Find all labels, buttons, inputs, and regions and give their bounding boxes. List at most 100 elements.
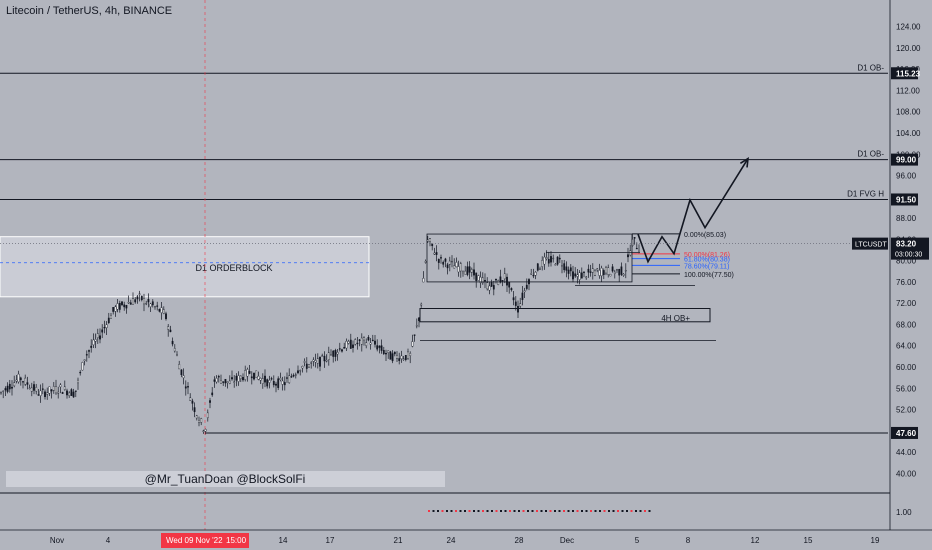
price-tick-label: 112.00: [896, 86, 920, 95]
price-tick-label: 72.00: [896, 299, 917, 308]
candle-body: [536, 263, 539, 271]
candle-body: [578, 272, 581, 280]
candle-body: [88, 350, 90, 352]
candle-body: [279, 378, 282, 381]
candle-body: [209, 400, 211, 403]
candle-body: [552, 257, 555, 260]
lower-pane-dot: [531, 510, 534, 512]
candle-body: [479, 276, 482, 284]
level-d1-fvg-h-value-label: 91.50: [896, 195, 917, 204]
candle-body: [547, 259, 550, 264]
candle-body: [143, 298, 145, 305]
candle-body: [470, 269, 473, 273]
candle-body: [110, 315, 112, 319]
lower-pane-dot: [482, 510, 484, 512]
candle-body: [11, 386, 13, 389]
candle-body: [389, 351, 392, 360]
projection-path[interactable]: [637, 158, 749, 264]
candle-body: [198, 420, 200, 423]
candle-body: [301, 366, 304, 369]
candle-body: [473, 269, 475, 276]
candle-body: [68, 392, 71, 396]
candle-body: [257, 375, 260, 380]
candle-body: [270, 378, 273, 380]
candle-body: [613, 271, 616, 274]
candle-body: [622, 273, 625, 276]
candle-body: [380, 345, 383, 351]
candle-body: [72, 391, 75, 398]
candle-body: [63, 386, 66, 390]
candle-body: [37, 394, 40, 396]
date-tick-label: Dec: [560, 536, 574, 545]
candle-body: [127, 302, 130, 304]
current-price-box: [891, 237, 929, 260]
candle-body: [448, 260, 451, 265]
candle-body: [242, 376, 244, 381]
candle-body: [28, 387, 31, 389]
candle-body: [576, 274, 579, 277]
fib-label-2: 61.80%(80.38): [684, 257, 730, 264]
lower-pane-dot: [513, 510, 516, 512]
candle-body: [118, 303, 121, 310]
candle-body: [292, 374, 295, 377]
projection-arrowhead: [739, 156, 749, 168]
candle-body: [299, 369, 302, 372]
candle-body: [409, 353, 412, 356]
candle-body: [35, 387, 38, 392]
lower-pane-dot: [536, 510, 538, 512]
candle-body: [486, 282, 489, 290]
candle-body: [332, 350, 335, 357]
candle-body: [90, 345, 93, 348]
date-tick-label: 21: [394, 536, 403, 545]
candle-body: [57, 391, 60, 394]
4h-ob-zone[interactable]: [419, 308, 711, 323]
cursor-time-label: 15:00: [226, 536, 247, 545]
candle-body: [169, 329, 172, 333]
price-tick-label: 64.00: [896, 342, 917, 351]
candle-body: [226, 381, 229, 383]
candle-body: [336, 352, 339, 355]
candle-body: [530, 273, 533, 275]
candle-body: [70, 389, 73, 396]
lower-pane-dot: [446, 510, 448, 512]
candle-body: [561, 265, 563, 267]
current-price-label: 83.20: [896, 240, 917, 249]
lower-pane-dot: [522, 510, 525, 512]
countdown-label: 03:00:30: [895, 252, 922, 259]
candle-body: [437, 258, 440, 263]
price-tick-label: 104.00: [896, 129, 921, 138]
candle-body: [151, 301, 154, 306]
candle-body: [15, 379, 18, 382]
candle-body: [367, 337, 370, 341]
lower-pane-dot: [581, 510, 583, 512]
candle-body: [222, 381, 225, 383]
candle-body: [508, 282, 511, 288]
lower-pane-dot: [630, 510, 633, 512]
candle-body: [517, 306, 519, 313]
candle-body: [391, 353, 394, 362]
candle-body: [312, 359, 315, 362]
lower-pane-dot: [585, 510, 588, 512]
candle-body: [376, 345, 379, 350]
candle-body: [444, 258, 447, 262]
candle-body: [237, 375, 240, 382]
candle-body: [585, 276, 588, 279]
candle-body: [404, 355, 407, 360]
candle-body: [239, 375, 242, 379]
lower-pane-dot: [504, 510, 507, 512]
d1-orderblock-zone[interactable]: [0, 236, 370, 298]
candle-body: [286, 377, 288, 379]
candle-body: [411, 341, 414, 347]
candle-body: [228, 380, 231, 384]
candle-body: [589, 271, 592, 273]
level-d1-ob-upper-value-label: 115.23: [896, 69, 921, 78]
candle-body: [490, 282, 493, 287]
candle-body: [594, 270, 596, 276]
lower-pane-dot: [549, 510, 552, 512]
candle-body: [415, 325, 418, 327]
date-tick-label: Nov: [50, 536, 64, 545]
candle-body: [2, 390, 5, 392]
candle-body: [61, 392, 64, 394]
candle-body: [385, 353, 387, 355]
